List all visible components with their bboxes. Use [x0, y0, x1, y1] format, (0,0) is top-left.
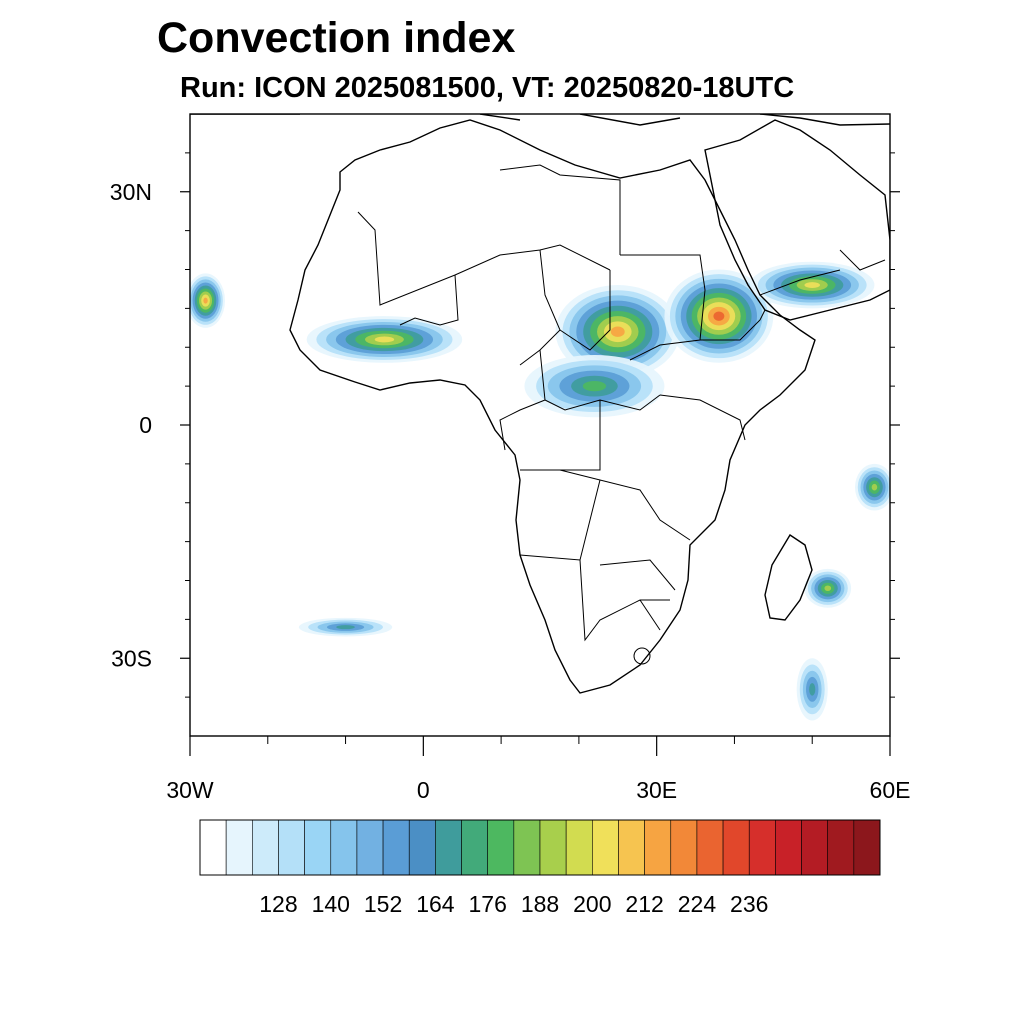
colorbar-swatch [461, 819, 488, 876]
colorbar-swatch [382, 819, 410, 876]
convection-cell-ethiopia-red-sea [664, 269, 774, 363]
colorbar-swatch [252, 819, 279, 876]
colorbar-label: 200 [573, 891, 611, 917]
colorbar: 128 140 152 164 176 188 200 212 224 236 [199, 819, 881, 917]
contour-level [610, 326, 625, 337]
colorbar-swatch [592, 819, 619, 876]
madagascar-coastline [764, 534, 813, 621]
colorbar-swatch [199, 819, 227, 876]
convection-field [190, 261, 890, 721]
colorbar-label: 224 [678, 891, 717, 917]
map-subtitle: Run: ICON 2025081500, VT: 20250820-18UTC [180, 72, 795, 104]
convection-cell-atlantic-cyclone [190, 273, 225, 328]
colorbar-swatch [644, 819, 672, 876]
colorbar-swatch [722, 819, 750, 876]
lat-tick-label: 0 [139, 412, 152, 438]
colorbar-swatch [304, 819, 332, 876]
contour-level [713, 311, 725, 321]
contour-level [582, 380, 607, 392]
contour-level [871, 483, 878, 491]
colorbar-label: 164 [416, 891, 455, 917]
colorbar-swatch [775, 819, 802, 876]
contour-level [203, 297, 208, 304]
colorbar-swatch [435, 819, 462, 876]
map-background [190, 114, 890, 736]
colorbar-label: 188 [521, 891, 559, 917]
contour-level [374, 336, 395, 343]
convection-cell-indian-ocean-east [855, 463, 890, 511]
colorbar-label: 140 [312, 891, 350, 917]
africa-coastline [289, 119, 816, 694]
map-title: Convection index [157, 14, 516, 62]
colorbar-swatch [278, 819, 305, 876]
country-borders [357, 164, 886, 665]
colorbar-swatch [487, 819, 515, 876]
contour-level [804, 282, 820, 288]
convection-cell-central-africa [524, 355, 665, 418]
lon-tick-label: 30W [166, 777, 214, 803]
colorbar-swatch [565, 819, 593, 876]
colorbar-label: 176 [469, 891, 507, 917]
colorbar-swatch [513, 819, 541, 876]
colorbar-swatch [539, 819, 567, 876]
europe-coastline [190, 114, 890, 126]
contour-level [336, 625, 355, 630]
convection-cell-sudan-chad [555, 285, 680, 379]
lon-tick-label: 0 [417, 777, 430, 803]
coastlines [190, 114, 890, 694]
colorbar-swatch [696, 819, 724, 876]
colorbar-swatch [356, 819, 384, 876]
colorbar-label: 212 [625, 891, 663, 917]
colorbar-swatch [330, 819, 358, 876]
lat-tick-label: 30S [111, 645, 152, 671]
colorbar-frame [199, 819, 881, 876]
convection-cell-west-africa-sahel [306, 316, 463, 363]
colorbar-label: 152 [364, 891, 402, 917]
colorbar-label: 236 [730, 891, 768, 917]
lat-tick-label: 30N [110, 179, 152, 205]
convection-cell-arabia-southwest [750, 261, 875, 309]
convection-cell-indian-ocean-south-band [796, 658, 828, 721]
contour-level [824, 585, 832, 592]
colorbar-swatch [618, 819, 645, 876]
colorbar-swatch [408, 819, 436, 876]
lon-tick-label: 30E [636, 777, 677, 803]
colorbar-swatch [225, 819, 253, 876]
colorbar-swatch [827, 819, 855, 876]
convection-cell-south-atlantic-band [298, 617, 393, 637]
colorbar-label: 128 [259, 891, 297, 917]
map-axes: 30N 0 30S 30W 0 30E 60E [110, 152, 911, 803]
colorbar-swatch [670, 819, 698, 876]
colorbar-swatch [748, 819, 776, 876]
contour-level [809, 683, 816, 696]
colorbar-swatch [853, 819, 881, 876]
lon-tick-label: 60E [870, 777, 911, 803]
convection-cell-mascarene [804, 568, 852, 608]
colorbar-swatch [801, 819, 828, 876]
arabia-coastline [704, 119, 890, 321]
